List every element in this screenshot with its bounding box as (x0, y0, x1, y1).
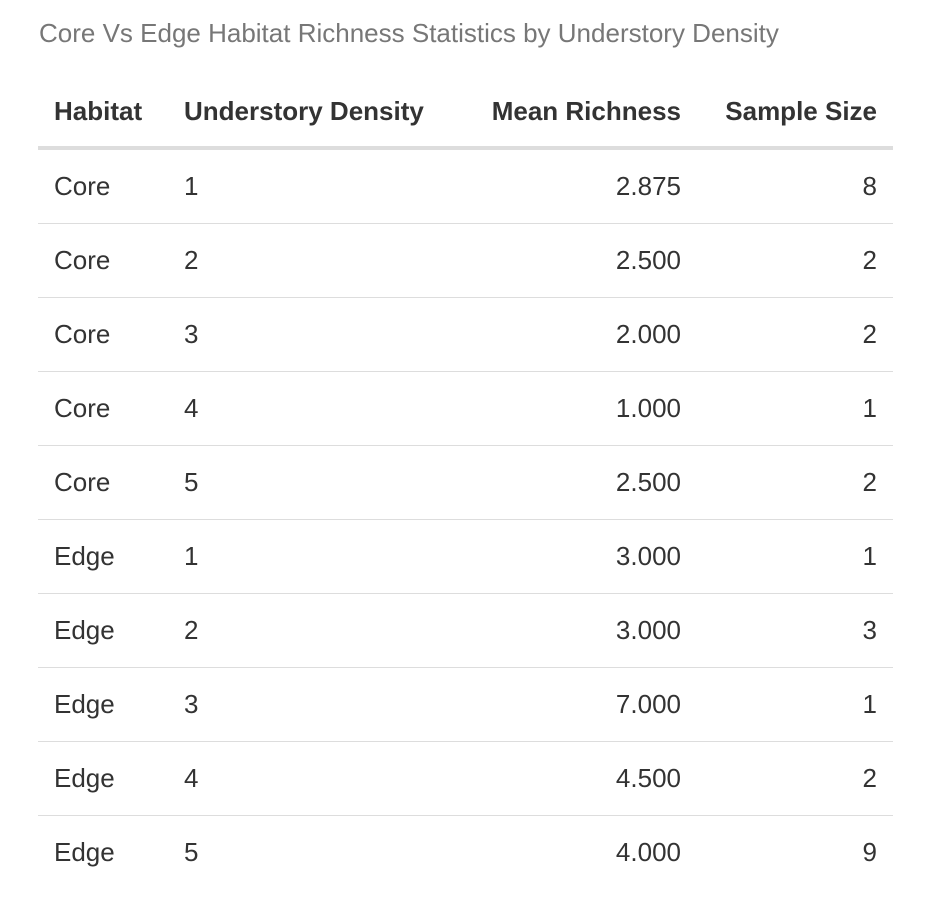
cell-habitat: Edge (38, 815, 168, 889)
header-habitat: Habitat (38, 76, 168, 150)
cell-understory-density: 5 (168, 815, 458, 889)
table-row: Core 2 2.500 2 (38, 223, 893, 298)
cell-mean-richness: 2.875 (615, 171, 681, 201)
table-row: Core 3 2.000 2 (38, 297, 893, 372)
cell-sample-size: 2 (697, 223, 893, 298)
header-sample-size: Sample Size (697, 76, 893, 150)
cell-mean-richness: 1.000 (458, 371, 697, 446)
cell-sample-size: 2 (697, 741, 893, 816)
cell-understory-density: 4 (168, 741, 458, 816)
cell-mean-richness: 3.000 (458, 593, 697, 668)
cell-sample-size: 1 (697, 667, 893, 742)
cell-mean-richness: 7.000 (458, 667, 697, 742)
cell-mean-richness: 2.500 (458, 445, 697, 520)
cell-understory-density: 3 (168, 667, 458, 742)
cell-sample-size: 2 (697, 297, 893, 372)
cell-sample-size: 9 (697, 815, 893, 889)
table-row: Edge 5 4.000 9 (38, 815, 893, 889)
cell-habitat: Core (38, 371, 168, 446)
table-row: Edge 1 3.000 1 (38, 519, 893, 594)
cell-habitat: Edge (38, 593, 168, 668)
table-row: Edge 3 7.000 1 (38, 667, 893, 742)
cell-understory-density: 2 (168, 223, 458, 298)
table-body: Core 1 2.875 8 Core 2 2.500 2 Core 3 2.000 2 Core 4 1.… (38, 148, 893, 889)
cell-understory-density: 3 (168, 297, 458, 372)
header-mean-richness: Mean Richness (458, 76, 697, 150)
cell-mean-richness: 4.000 (458, 815, 697, 889)
cell-understory-density: 1 (168, 519, 458, 594)
cell-sample-size: 3 (697, 593, 893, 668)
cell-mean-richness: 3.000 (458, 519, 697, 594)
cell-sample-size: 8 (862, 171, 877, 201)
cell-understory-density: 1 (184, 171, 199, 201)
cell-mean-richness: 2.000 (458, 297, 697, 372)
table-row: Edge 4 4.500 2 (38, 741, 893, 816)
header-understory-density: Understory Density (168, 76, 458, 150)
cell-understory-density: 4 (168, 371, 458, 446)
cell-habitat: Core (54, 171, 111, 201)
cell-mean-richness: 4.500 (458, 741, 697, 816)
table-row: Edge 2 3.000 3 (38, 593, 893, 668)
statistics-table: Habitat Understory Density Mean Richness… (38, 76, 893, 889)
table-row: Core 5 2.500 2 (38, 445, 893, 520)
cell-habitat: Edge (38, 519, 168, 594)
cell-sample-size: 1 (697, 519, 893, 594)
cell-habitat: Edge (38, 741, 168, 816)
cell-understory-density: 2 (168, 593, 458, 668)
cell-habitat: Edge (38, 667, 168, 742)
header-row: Habitat Understory Density Mean Richness… (38, 76, 893, 150)
cell-mean-richness: 2.500 (458, 223, 697, 298)
cell-habitat: Core (38, 297, 168, 372)
table-row: Core 1 2.875 8 (38, 148, 893, 224)
cell-habitat: Core (38, 223, 168, 298)
table-container: Core Vs Edge Habitat Richness Statistics… (38, 14, 893, 889)
cell-understory-density: 5 (168, 445, 458, 520)
table-row: Core 4 1.000 1 (38, 371, 893, 446)
cell-sample-size: 2 (697, 445, 893, 520)
table-caption: Core Vs Edge Habitat Richness Statistics… (39, 18, 779, 48)
cell-sample-size: 1 (697, 371, 893, 446)
cell-habitat: Core (38, 445, 168, 520)
